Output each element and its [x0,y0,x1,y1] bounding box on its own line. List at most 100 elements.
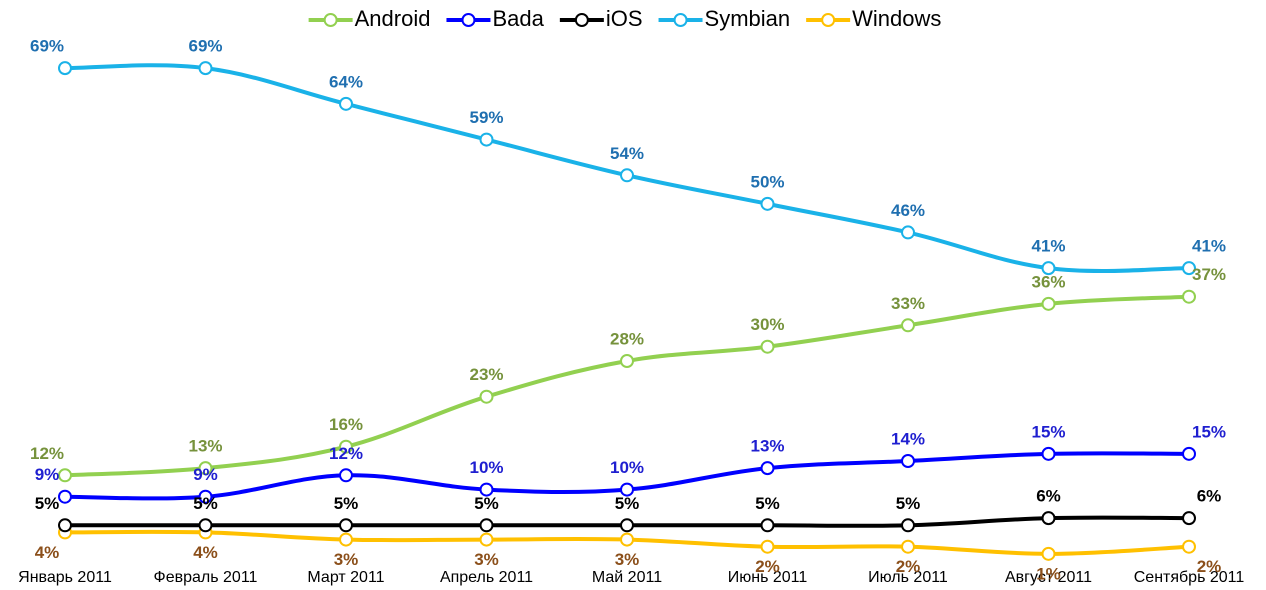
data-point [1182,446,1196,461]
data-point [479,482,494,497]
data-label: 41% [1031,237,1065,256]
data-label: 4% [35,543,60,562]
data-point [339,96,353,111]
data-point [901,454,915,468]
data-point [901,225,915,240]
data-point [620,354,634,368]
series-line [64,63,1190,273]
data-point [198,61,213,76]
x-tick-label: Январь 2011 [18,569,112,586]
data-label: 12% [329,444,363,463]
data-point [1041,261,1056,276]
data-label: 10% [610,458,644,477]
data-label: 4% [193,543,218,562]
data-point [339,532,353,547]
data-point [760,196,775,211]
legend-marker [323,13,338,27]
data-label: 5% [35,494,60,513]
data-label: 3% [615,550,640,569]
data-point [1041,546,1056,561]
data-point [198,461,213,476]
legend-marker [574,13,589,27]
data-label: 1% [1036,564,1061,583]
data-label: 36% [1031,272,1065,291]
data-label: 2% [1197,557,1222,576]
data-point [1041,446,1056,461]
data-label: 5% [474,494,499,513]
data-point [198,518,213,533]
x-tick-label: Март 2011 [307,569,384,586]
data-point [760,339,775,354]
data-point [1182,261,1196,276]
data-point [479,518,494,533]
data-point [1041,296,1056,311]
data-point [620,518,634,533]
data-point [901,539,915,554]
data-label: 9% [193,465,218,484]
data-label: 41% [1192,237,1226,256]
data-label: 69% [30,37,64,56]
x-tick-label: Май 2011 [592,569,662,586]
data-label: 5% [193,494,218,513]
data-label: 5% [334,494,359,513]
data-label: 6% [1036,487,1061,506]
data-label: 64% [329,72,363,91]
data-label: 2% [896,557,921,576]
data-label: 14% [891,429,925,448]
legend-marker [673,13,688,27]
data-point [1182,511,1196,526]
data-label: 9% [35,465,60,484]
data-point [58,518,72,533]
x-tick-label: Сентябрь 2011 [1134,569,1245,586]
legend-label: Android [355,6,431,31]
data-point [479,532,494,547]
data-point [760,461,775,476]
data-label: 37% [1192,265,1226,284]
data-point [1182,539,1196,554]
data-label: 28% [610,329,644,348]
x-tick-label: Июль 2011 [868,569,948,586]
data-label: 10% [469,458,503,477]
data-point [620,168,634,183]
data-point [58,489,72,504]
data-point [620,532,634,547]
x-tick-label: Август 2011 [1005,569,1092,586]
data-point [901,518,915,533]
data-point [339,468,353,483]
data-label: 69% [188,37,222,56]
data-point [1041,511,1056,526]
x-tick-label: Апрель 2011 [440,569,533,586]
data-point [901,318,915,333]
data-label: 30% [750,315,784,334]
data-point [58,61,72,76]
legend-marker [821,13,836,27]
data-point [620,482,634,497]
data-label: 13% [750,437,784,456]
data-label: 3% [334,550,359,569]
legend-marker [461,13,476,27]
data-label: 5% [615,494,640,513]
legend-label: Symbian [705,6,791,31]
data-point [339,439,353,454]
data-label: 46% [891,201,925,220]
data-point [58,468,72,483]
data-label: 59% [469,108,503,127]
data-point [760,539,775,554]
data-label: 2% [755,557,780,576]
data-point [479,132,494,147]
legend-label: Windows [852,6,941,31]
data-point [1182,289,1196,304]
data-point [339,518,353,533]
x-tick-label: Июнь 2011 [728,569,808,586]
data-label: 15% [1192,422,1226,441]
series-line [64,294,1190,478]
data-label: 54% [610,144,644,163]
legend-label: iOS [606,6,643,31]
data-label: 5% [755,494,780,513]
data-label: 12% [30,444,64,463]
data-label: 16% [329,415,363,434]
data-label: 50% [750,172,784,191]
data-point [760,518,775,533]
data-point [198,489,213,504]
